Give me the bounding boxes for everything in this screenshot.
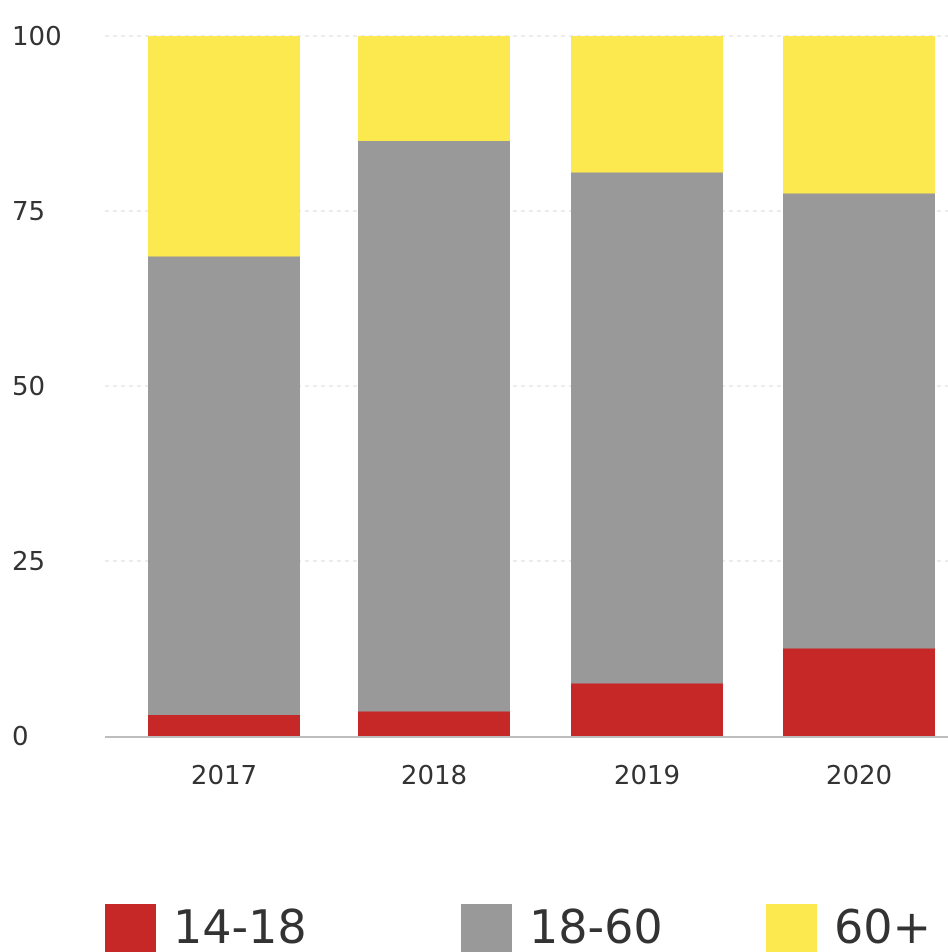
- y-tick-label: 100: [12, 22, 62, 52]
- legend: 14-18 18-60 60+: [105, 900, 931, 952]
- legend-label: 14-18: [173, 900, 307, 952]
- bars: [148, 36, 935, 736]
- bar-segment-18-60-2020: [783, 193, 935, 649]
- x-axis-ticks: 2017 2018 2019 2020: [191, 761, 892, 791]
- bar-segment-60--2017: [148, 36, 300, 257]
- bar-segment-14-18-2019: [571, 683, 723, 736]
- bar-segment-14-18-2017: [148, 715, 300, 736]
- bar-segment-14-18-2018: [358, 711, 510, 736]
- x-tick-label: 2019: [614, 761, 680, 791]
- y-tick-label: 75: [12, 197, 45, 227]
- y-tick-label: 0: [12, 722, 29, 752]
- y-tick-label: 50: [12, 372, 45, 402]
- bar-segment-60--2018: [358, 36, 510, 141]
- bar-segment-60--2019: [571, 36, 723, 173]
- x-tick-label: 2020: [826, 761, 892, 791]
- bar-segment-18-60-2019: [571, 172, 723, 684]
- legend-swatch: [105, 904, 156, 952]
- bar-segment-14-18-2020: [783, 648, 935, 736]
- legend-label: 18-60: [529, 900, 663, 952]
- y-tick-label: 25: [12, 547, 45, 577]
- legend-swatch: [766, 904, 817, 952]
- legend-swatch: [461, 904, 512, 952]
- bar-segment-18-60-2017: [148, 256, 300, 715]
- x-tick-label: 2018: [401, 761, 467, 791]
- bar-segment-18-60-2018: [358, 141, 510, 712]
- bar-segment-60--2020: [783, 36, 935, 194]
- legend-label: 60+: [834, 900, 931, 952]
- x-tick-label: 2017: [191, 761, 257, 791]
- y-axis-ticks: 0 25 50 75 100: [12, 22, 62, 752]
